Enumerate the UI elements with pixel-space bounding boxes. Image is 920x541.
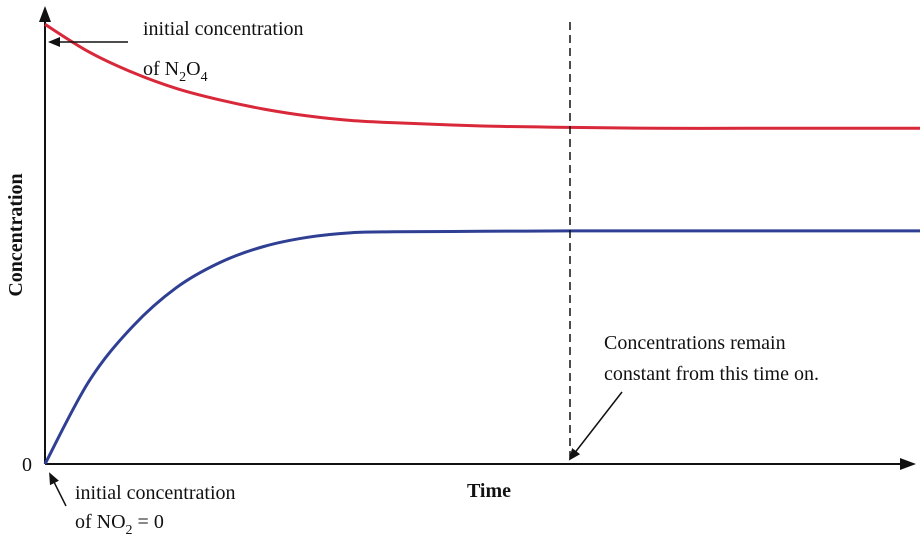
y-axis-arrow-icon: [39, 6, 51, 22]
no2-annotation-line2: of NO2 = 0: [75, 511, 164, 538]
no2-annotation-arrow: [49, 472, 67, 507]
series-line-no2: [43, 229, 920, 465]
constant-annotation-arrow: [568, 391, 623, 461]
series-line-n2o4: [44, 23, 920, 130]
n2o4-annotation-line1: initial concentration: [143, 18, 304, 40]
constant-annotation-line2: constant from this time on.: [604, 363, 819, 385]
y-axis-title: Concentration: [5, 173, 27, 296]
no2-annotation-line1: initial concentration: [75, 482, 236, 504]
constant-annotation-line1: Concentrations remain: [604, 332, 786, 354]
x-axis-arrow-icon: [900, 458, 916, 470]
n2o4-annotation-line2: of N2O4: [143, 58, 208, 85]
y-tick-zero: 0: [22, 454, 32, 476]
x-axis-title: Time: [467, 480, 511, 502]
